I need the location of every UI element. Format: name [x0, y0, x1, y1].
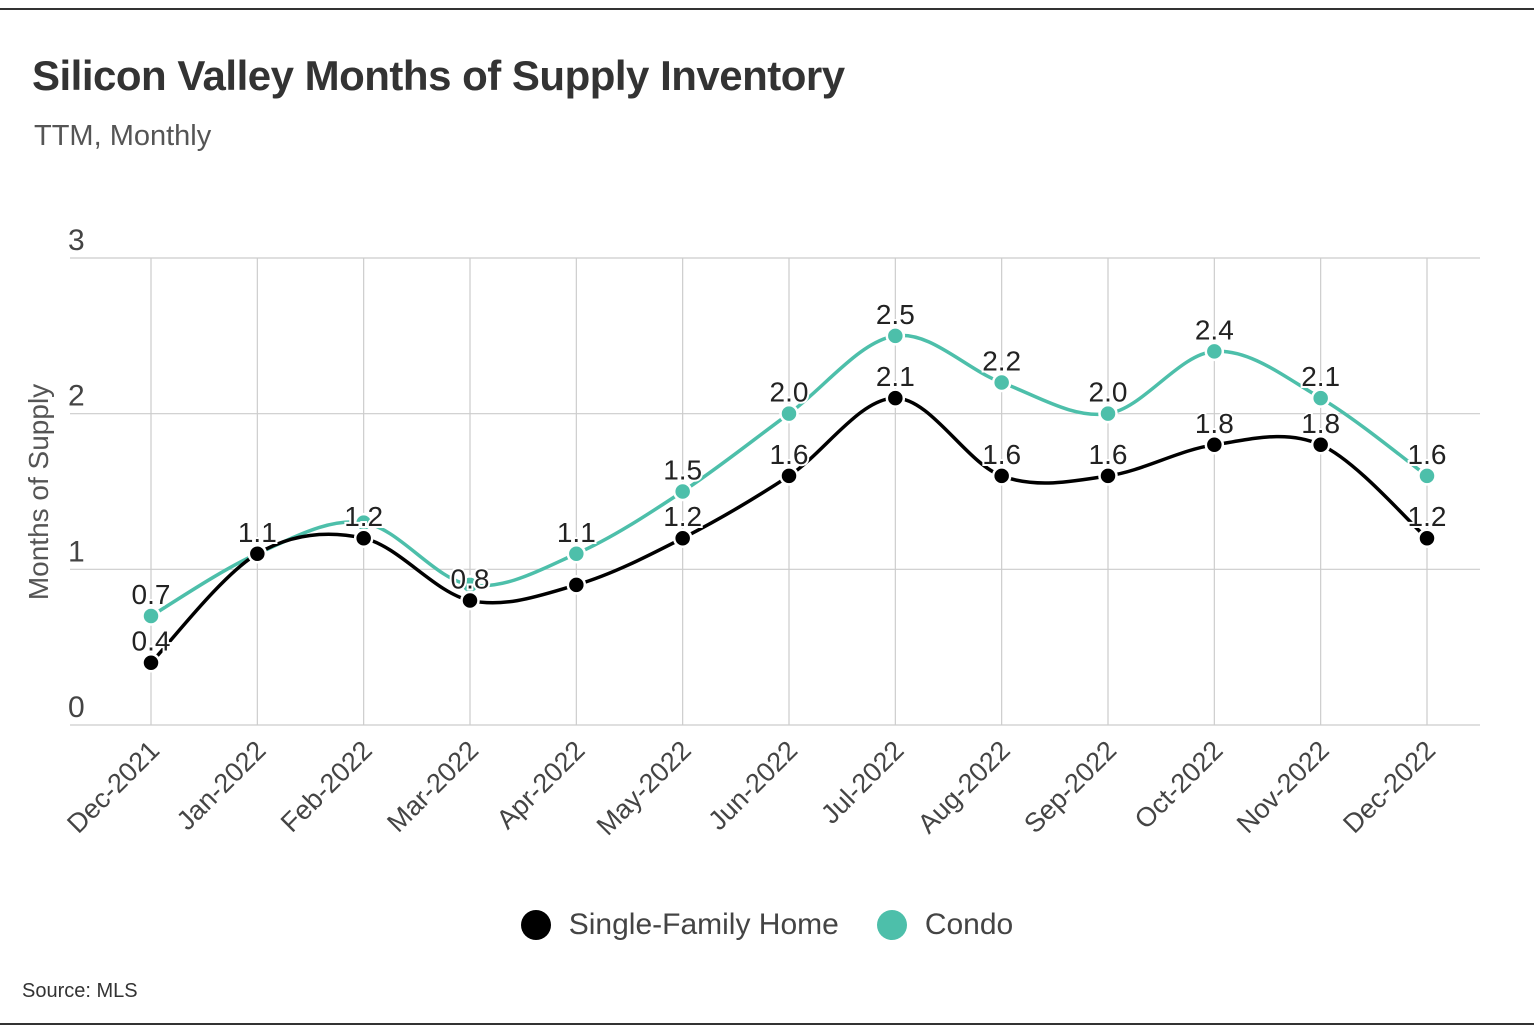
data-label-single-family-jul-2022: 2.1 — [876, 361, 915, 392]
y-tick-label-1: 1 — [68, 535, 85, 568]
x-tick-label-jul-2022: Jul-2022 — [815, 735, 909, 829]
x-tick-label-nov-2022: Nov-2022 — [1231, 735, 1335, 839]
data-label-single-family-jan-2022: 1.1 — [238, 517, 277, 548]
data-point-condo-oct-2022 — [1204, 341, 1225, 362]
data-label-condo-jun-2022: 2.0 — [770, 377, 809, 408]
x-tick-label-jun-2022: Jun-2022 — [702, 735, 803, 836]
source-note: Source: MLS — [22, 980, 138, 1002]
data-point-single-family-jun-2022 — [779, 466, 799, 486]
legend-swatch-condo — [876, 910, 907, 940]
data-point-condo-may-2022 — [672, 481, 693, 502]
top-rule — [0, 8, 1534, 10]
data-point-single-family-nov-2022 — [1310, 435, 1331, 455]
data-label-condo-jul-2022: 2.5 — [876, 299, 915, 330]
data-label-single-family-feb-2022: 1.2 — [344, 501, 383, 532]
bottom-rule — [0, 1023, 1534, 1025]
data-point-single-family-apr-2022 — [566, 575, 587, 595]
x-tick-label-dec-2021: Dec-2021 — [61, 735, 165, 839]
x-tick-label-dec-2022: Dec-2022 — [1337, 735, 1441, 839]
data-label-condo-apr-2022: 1.1 — [557, 517, 596, 548]
x-tick-label-sep-2022: Sep-2022 — [1018, 735, 1122, 839]
legend-item-single-family[interactable]: Single-Family Home — [520, 908, 839, 942]
data-label-condo-dec-2021: 0.7 — [132, 579, 171, 610]
data-point-condo-aug-2022 — [991, 372, 1012, 393]
data-label-single-family-mar-2022: 0.8 — [451, 563, 490, 594]
data-label-condo-nov-2022: 2.1 — [1301, 361, 1340, 392]
chart-legend: Single-Family Home Condo — [0, 908, 1534, 942]
legend-item-condo[interactable]: Condo — [876, 908, 1014, 942]
data-label-single-family-oct-2022: 1.8 — [1195, 408, 1234, 439]
x-tick-label-aug-2022: Aug-2022 — [912, 735, 1016, 839]
data-label-single-family-may-2022: 1.2 — [663, 501, 702, 532]
data-label-condo-oct-2022: 2.4 — [1195, 314, 1234, 345]
data-point-condo-nov-2022 — [1310, 388, 1331, 408]
data-point-condo-jun-2022 — [779, 403, 799, 424]
data-point-single-family-jul-2022 — [885, 388, 906, 408]
data-label-condo-dec-2022: 1.6 — [1408, 439, 1447, 470]
data-label-single-family-sep-2022: 1.6 — [1089, 439, 1128, 470]
data-label-single-family-aug-2022: 1.6 — [982, 439, 1021, 470]
data-point-condo-sep-2022 — [1098, 403, 1118, 424]
x-tick-label-feb-2022: Feb-2022 — [275, 735, 378, 838]
x-tick-label-oct-2022: Oct-2022 — [1129, 735, 1229, 835]
data-point-condo-dec-2022 — [1417, 466, 1437, 486]
data-point-single-family-dec-2021 — [141, 652, 161, 673]
data-point-single-family-oct-2022 — [1204, 435, 1225, 455]
x-tick-label-mar-2022: Mar-2022 — [381, 735, 484, 838]
chart-subtitle: TTM, Monthly — [34, 120, 212, 152]
data-point-single-family-mar-2022 — [460, 590, 480, 611]
legend-label-single-family: Single-Family Home — [568, 908, 839, 941]
data-point-single-family-aug-2022 — [991, 466, 1012, 486]
data-point-single-family-feb-2022 — [353, 528, 374, 548]
chart-title: Silicon Valley Months of Supply Inventor… — [32, 52, 845, 99]
data-label-single-family-nov-2022: 1.8 — [1301, 408, 1340, 439]
data-point-single-family-dec-2022 — [1417, 528, 1437, 548]
data-point-condo-apr-2022 — [566, 544, 587, 564]
data-point-single-family-jan-2022 — [247, 544, 268, 564]
y-axis-title: Months of Supply — [23, 384, 54, 600]
data-point-single-family-may-2022 — [672, 528, 693, 548]
data-point-condo-jul-2022 — [885, 326, 906, 346]
data-point-single-family-sep-2022 — [1098, 466, 1118, 486]
legend-label-condo: Condo — [924, 908, 1014, 941]
x-tick-label-jan-2022: Jan-2022 — [171, 735, 272, 836]
data-point-condo-dec-2021 — [141, 606, 161, 626]
data-label-single-family-dec-2022: 1.2 — [1408, 501, 1447, 532]
data-label-condo-sep-2022: 2.0 — [1089, 377, 1128, 408]
data-label-condo-may-2022: 1.5 — [663, 455, 702, 486]
y-tick-label-2: 2 — [68, 380, 85, 413]
x-tick-label-may-2022: May-2022 — [591, 735, 697, 841]
y-tick-label-0: 0 — [68, 691, 85, 724]
data-label-condo-aug-2022: 2.2 — [982, 346, 1021, 377]
x-tick-label-apr-2022: Apr-2022 — [491, 735, 591, 835]
legend-swatch-single-family — [520, 910, 551, 940]
data-label-single-family-jun-2022: 1.6 — [770, 439, 809, 470]
y-tick-label-3: 3 — [68, 224, 85, 257]
data-label-single-family-dec-2021: 0.4 — [132, 626, 171, 657]
